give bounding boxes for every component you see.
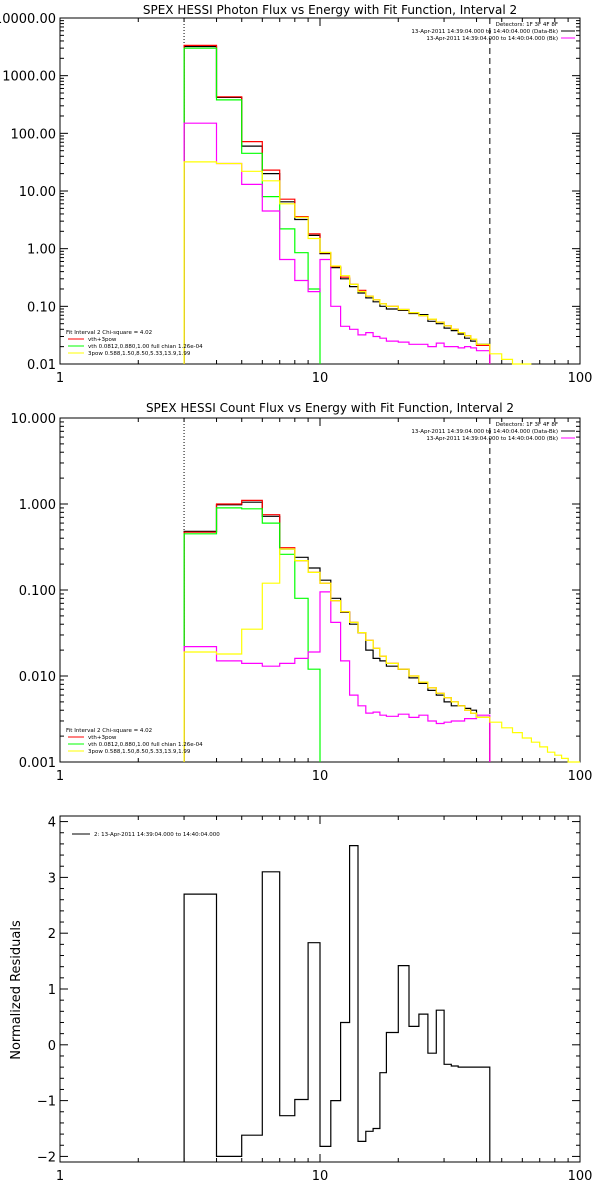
residuals-ylabel: Normalized Residuals [9, 920, 24, 1060]
y-tick-label: 10.000 [11, 412, 57, 427]
legend-top-entry: Detectors: 1F 3F 4F 8F [496, 22, 558, 28]
y-tick-label: 1.00 [27, 243, 56, 258]
series-4-step-line [183, 161, 532, 365]
y-tick-label: 2 [48, 927, 56, 942]
legend-bottom-entry: 3pow 0.588,1.50,8.50,5.33,13.9,1.99 [88, 351, 191, 357]
y-tick-label: 0.01 [27, 358, 56, 373]
x-tick-label: 1 [56, 371, 64, 386]
legend-bottom-entry: vth 0.0812,0.880,1.00 full chian 1.26e-0… [88, 344, 203, 350]
count-flux-panel: SPEX HESSI Count Flux vs Energy with Fit… [11, 401, 593, 784]
y-tick-label: 0 [48, 1039, 56, 1054]
y-tick-label: 3 [48, 871, 56, 886]
x-tick-label: 100 [568, 769, 593, 784]
photon-chart-title: SPEX HESSI Photon Flux vs Energy with Fi… [143, 3, 517, 17]
y-tick-label: 0.10 [27, 300, 56, 315]
legend-bottom-entry: Fit Interval 2 Chi-square = 4.02 [66, 330, 152, 336]
series-0-step-line [183, 845, 491, 1162]
series-4-step-line [183, 548, 580, 763]
legend-top-entry: 13-Apr-2011 14:39:04.000 to 14:40:04.000… [426, 36, 558, 42]
x-tick-label: 100 [568, 1169, 593, 1184]
y-tick-label: 4 [48, 816, 56, 831]
legend-top-entry: Detectors: 1F 3F 4F 8F [496, 422, 558, 428]
photon-flux-panel: SPEX HESSI Photon Flux vs Energy with Fi… [0, 3, 592, 386]
x-tick-label: 1 [56, 1169, 64, 1184]
legend-topleft-entry: 2: 13-Apr-2011 14:39:04.000 to 14:40:04.… [94, 832, 220, 838]
y-tick-label: 1.000 [19, 498, 56, 513]
count-chart-title: SPEX HESSI Count Flux vs Energy with Fit… [146, 401, 514, 415]
x-tick-label: 10 [312, 371, 329, 386]
legend-bottom-entry: 3pow 0.588,1.50,8.50,5.33,13.9,1.99 [88, 749, 191, 755]
x-tick-label: 100 [568, 371, 593, 386]
legend-bottom-entry: vth 0.0812,0.880,1.00 full chian 1.26e-0… [88, 742, 203, 748]
series-3-step-line [183, 591, 491, 762]
y-tick-label: 0.010 [19, 670, 56, 685]
residuals-panel: Normalized Residuals 1 10 100 −2 −1 0 1 2 3 4 2: … [9, 815, 593, 1184]
x-tick-label: 1 [56, 769, 64, 784]
y-tick-label: 10000.00 [0, 12, 56, 27]
legend-top-entry: 13-Apr-2011 14:39:04.000 to 14:40:04.000… [411, 429, 558, 435]
y-tick-label: 10.00 [19, 185, 56, 200]
y-tick-label: 1 [48, 983, 56, 998]
y-tick-label: −2 [37, 1150, 56, 1165]
legend-bottom-entry: vth+3pow [88, 337, 117, 343]
x-tick-label: 10 [312, 769, 329, 784]
y-tick-label: 100.00 [11, 127, 57, 142]
legend-top-entry: 13-Apr-2011 14:39:04.000 to 14:40:04.000… [411, 29, 558, 35]
legend-top-entry: 13-Apr-2011 14:39:04.000 to 14:40:04.000… [426, 436, 558, 442]
y-tick-label: 1000.00 [2, 70, 56, 85]
y-tick-label: −1 [37, 1095, 56, 1110]
y-tick-label: 0.100 [19, 584, 56, 599]
x-tick-label: 10 [312, 1169, 329, 1184]
legend-bottom-entry: vth+3pow [88, 735, 117, 741]
series-3-step-line [183, 122, 491, 364]
series-2-step-line [183, 47, 321, 364]
y-tick-label: 0.001 [19, 756, 56, 771]
legend-bottom-entry: Fit Interval 2 Chi-square = 4.02 [66, 728, 152, 734]
series-0-step-line [183, 45, 491, 364]
series-2-step-line [183, 507, 321, 762]
